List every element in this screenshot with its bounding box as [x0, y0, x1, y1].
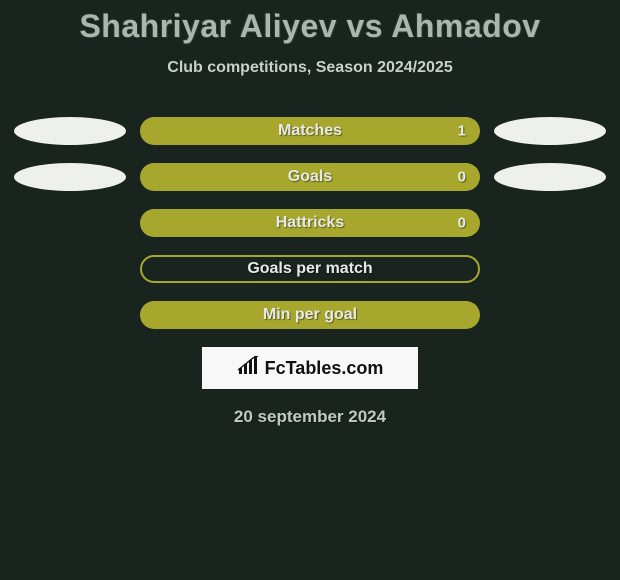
stat-label: Goals per match [247, 260, 372, 278]
brand-inner: FcTables.com [237, 356, 384, 381]
stat-label: Goals [288, 168, 332, 186]
stat-bar: Hattricks 0 [140, 209, 480, 237]
stat-bar: Goals per match [140, 255, 480, 283]
brand-text: FcTables.com [265, 358, 384, 379]
stat-bar: Goals 0 [140, 163, 480, 191]
bar-chart-icon [237, 356, 259, 381]
player-left-ellipse [14, 117, 126, 145]
stat-value: 0 [458, 169, 466, 186]
stat-row: Goals 0 [0, 163, 620, 191]
comparison-card: Shahriyar Aliyev vs Ahmadov Club competi… [0, 0, 620, 427]
stat-row: Goals per match [0, 255, 620, 283]
player-left-ellipse [14, 163, 126, 191]
subtitle: Club competitions, Season 2024/2025 [0, 59, 620, 77]
stat-value: 1 [458, 123, 466, 140]
stats-rows: Matches 1 Goals 0 Hattricks 0 Goals per match M… [0, 117, 620, 329]
stat-label: Hattricks [276, 214, 344, 232]
stat-value: 0 [458, 215, 466, 232]
date-line: 20 september 2024 [0, 407, 620, 427]
stat-row: Matches 1 [0, 117, 620, 145]
player-right-ellipse [494, 117, 606, 145]
stat-bar: Matches 1 [140, 117, 480, 145]
page-title: Shahriyar Aliyev vs Ahmadov [0, 8, 620, 45]
stat-label: Matches [278, 122, 342, 140]
stat-row: Hattricks 0 [0, 209, 620, 237]
stat-row: Min per goal [0, 301, 620, 329]
brand-badge[interactable]: FcTables.com [202, 347, 418, 389]
stat-label: Min per goal [263, 306, 357, 324]
stat-bar: Min per goal [140, 301, 480, 329]
player-right-ellipse [494, 163, 606, 191]
